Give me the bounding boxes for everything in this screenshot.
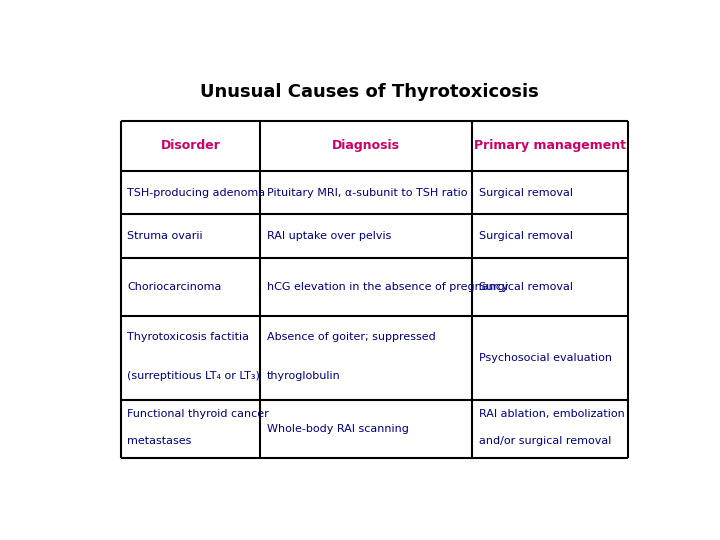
Text: Choriocarcinoma: Choriocarcinoma xyxy=(127,282,222,292)
Text: RAI uptake over pelvis: RAI uptake over pelvis xyxy=(267,231,391,241)
Text: hCG elevation in the absence of pregnancy: hCG elevation in the absence of pregnanc… xyxy=(267,282,508,292)
Text: Surgical removal: Surgical removal xyxy=(479,188,573,198)
Text: Disorder: Disorder xyxy=(161,139,220,152)
Text: Thyrotoxicosis factitia: Thyrotoxicosis factitia xyxy=(127,332,249,342)
Text: Whole-body RAI scanning: Whole-body RAI scanning xyxy=(267,423,409,434)
Text: thyroglobulin: thyroglobulin xyxy=(267,371,341,381)
Text: Unusual Causes of Thyrotoxicosis: Unusual Causes of Thyrotoxicosis xyxy=(199,83,539,101)
Text: Surgical removal: Surgical removal xyxy=(479,282,573,292)
Text: TSH-producing adenoma: TSH-producing adenoma xyxy=(127,188,266,198)
Text: Primary management: Primary management xyxy=(474,139,626,152)
Text: Functional thyroid cancer: Functional thyroid cancer xyxy=(127,409,269,419)
Text: Pituitary MRI, α-subunit to TSH ratio: Pituitary MRI, α-subunit to TSH ratio xyxy=(267,188,467,198)
Text: Struma ovarii: Struma ovarii xyxy=(127,231,203,241)
Text: Surgical removal: Surgical removal xyxy=(479,231,573,241)
Text: (surreptitious LT₄ or LT₃): (surreptitious LT₄ or LT₃) xyxy=(127,371,260,381)
Text: and/or surgical removal: and/or surgical removal xyxy=(479,436,611,447)
Text: Diagnosis: Diagnosis xyxy=(332,139,400,152)
Text: Psychosocial evaluation: Psychosocial evaluation xyxy=(479,353,612,363)
Text: Absence of goiter; suppressed: Absence of goiter; suppressed xyxy=(267,332,436,342)
Text: RAI ablation, embolization: RAI ablation, embolization xyxy=(479,409,625,419)
Text: metastases: metastases xyxy=(127,436,192,447)
